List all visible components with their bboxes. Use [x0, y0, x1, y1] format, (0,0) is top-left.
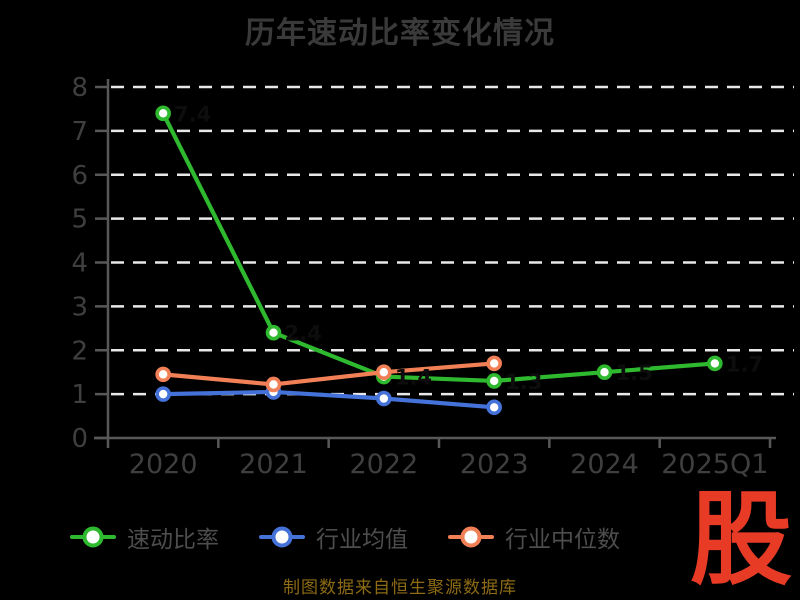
y-tick-label-5: 5: [71, 205, 88, 235]
data-point-industry-mean-2023: [486, 399, 502, 416]
point-label-quick-ratio-2020: 7.4: [174, 102, 211, 126]
y-tick-label-0: 0: [71, 424, 88, 454]
legend: 速动比率 行业均值 行业中位数: [0, 520, 690, 554]
legend-label: 行业中位数: [505, 527, 620, 553]
data-point-quick-ratio-2020: [155, 105, 171, 122]
y-tick-label-8: 8: [71, 73, 88, 103]
y-tick-label-3: 3: [71, 292, 88, 322]
data-point-industry-mean-2022: [376, 390, 392, 407]
data-point-industry-median-2021: [265, 376, 282, 393]
x-tick-label-2020: 2020: [129, 449, 198, 480]
data-point-quick-ratio-2024: [596, 364, 613, 380]
series-industry-mean: [155, 384, 502, 416]
data-point-industry-median-2020: [155, 366, 171, 383]
brand-logo: 股: [690, 481, 792, 600]
series-quick-ratio: [155, 105, 723, 389]
x-tick-label-2022: 2022: [349, 449, 418, 480]
series-industry-median: [155, 355, 502, 393]
legend-marker-icon: [70, 526, 116, 548]
data-point-industry-median-2023: [486, 355, 502, 372]
data-point-industry-mean-2020: [155, 386, 171, 402]
y-tick-label-7: 7: [71, 117, 88, 147]
data-point-quick-ratio-2025Q1: [707, 355, 723, 372]
y-tick-label-2: 2: [71, 336, 88, 366]
legend-marker-icon: [448, 526, 494, 548]
data-point-quick-ratio-2021: [265, 324, 282, 341]
legend-label: 行业均值: [316, 527, 408, 553]
series-line-quick-ratio: [161, 111, 717, 384]
legend-dot-icon: [460, 526, 482, 548]
y-tick-label-6: 6: [71, 161, 88, 191]
y-tick-label-4: 4: [71, 249, 88, 279]
chart-title: 历年速动比率变化情况: [245, 16, 555, 51]
series-line-industry-median: [161, 361, 497, 387]
data-source-note: 制图数据来自恒生聚源数据库: [283, 578, 517, 598]
point-label-quick-ratio-2023: 1.3: [505, 370, 542, 394]
line-chart: 0 1 2 3 4 5 6 7 8 2020 2021 2022 2023 2024 2025Q1 7.4 2.…: [71, 73, 794, 480]
series-line-industry-mean: [161, 389, 497, 410]
data-point-quick-ratio-2023: [486, 373, 502, 389]
legend-item-industry-mean[interactable]: 行业均值: [259, 520, 408, 554]
point-label-quick-ratio-2024: 1.5: [616, 361, 653, 385]
legend-dot-icon: [82, 526, 104, 548]
x-tick-label-2025Q1: 2025Q1: [661, 449, 768, 480]
data-point-industry-median-2022: [376, 364, 392, 380]
legend-item-quick-ratio[interactable]: 速动比率: [70, 520, 219, 554]
x-tick-label-2024: 2024: [570, 449, 639, 480]
point-label-quick-ratio-2025Q1: 1.7: [726, 352, 763, 376]
legend-label: 速动比率: [127, 527, 219, 553]
y-tick-label-1: 1: [71, 380, 88, 410]
legend-item-industry-median[interactable]: 行业中位数: [448, 520, 620, 554]
point-label-quick-ratio-2022: 1.4: [395, 366, 432, 390]
x-tick-label-2021: 2021: [239, 449, 308, 480]
x-tick-label-2023: 2023: [460, 449, 529, 480]
point-label-quick-ratio-2021: 2.4: [285, 322, 322, 346]
legend-marker-icon: [259, 526, 305, 548]
legend-dot-icon: [271, 526, 293, 548]
